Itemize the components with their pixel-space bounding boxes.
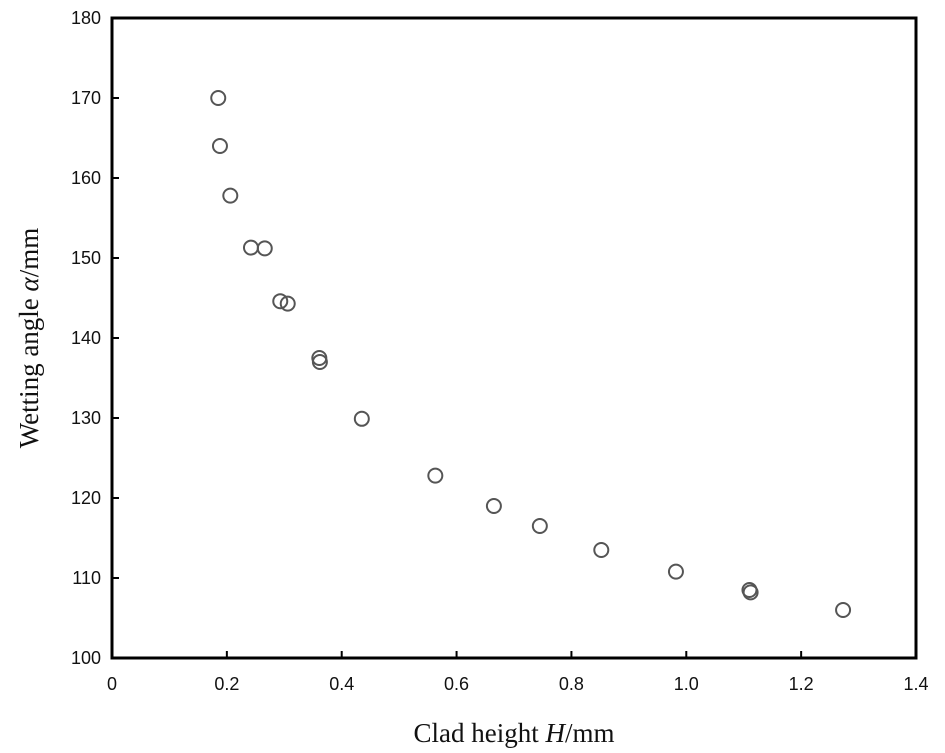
x-tick-label: 1.0 bbox=[674, 674, 699, 694]
x-axis-title: Clad height H/mm bbox=[414, 718, 615, 748]
x-tick-label: 0.2 bbox=[214, 674, 239, 694]
data-point bbox=[256, 240, 273, 257]
y-tick-label: 170 bbox=[71, 88, 101, 108]
data-point bbox=[211, 138, 228, 154]
data-point bbox=[531, 518, 548, 534]
y-tick-label: 120 bbox=[71, 488, 101, 508]
data-point bbox=[593, 542, 610, 558]
data-point bbox=[742, 584, 759, 601]
x-tick-label: 0.4 bbox=[329, 674, 354, 694]
data-point bbox=[210, 90, 227, 106]
y-tick-label: 110 bbox=[72, 568, 101, 588]
y-axis-title: Wetting angle α/mm bbox=[14, 228, 44, 448]
y-tick-label: 180 bbox=[71, 8, 101, 28]
x-tick-label: 1.2 bbox=[789, 674, 814, 694]
data-point bbox=[272, 293, 289, 310]
y-tick-label: 160 bbox=[71, 168, 101, 188]
data-point bbox=[835, 602, 852, 618]
x-tick-label: 0.6 bbox=[444, 674, 469, 694]
data-point bbox=[485, 498, 502, 514]
y-tick-label: 150 bbox=[71, 248, 101, 268]
x-tick-label: 0 bbox=[107, 674, 117, 694]
y-tick-label: 140 bbox=[71, 328, 101, 348]
data-point bbox=[427, 467, 444, 484]
data-point bbox=[311, 354, 328, 370]
data-points bbox=[210, 90, 852, 618]
data-point bbox=[222, 187, 239, 204]
y-axis-ticks: 100 110 120 130 140 150 160 170 180 bbox=[71, 8, 119, 668]
y-tick-label: 130 bbox=[71, 408, 101, 428]
x-axis-ticks: 0 0.2 0.4 0.6 0.8 1.0 1.2 1.4 bbox=[107, 651, 929, 694]
y-tick-label: 100 bbox=[71, 648, 101, 668]
x-tick-label: 0.8 bbox=[559, 674, 584, 694]
x-tick-label: 1.4 bbox=[903, 674, 928, 694]
data-point bbox=[667, 563, 684, 580]
data-point bbox=[279, 295, 296, 312]
data-point bbox=[353, 410, 370, 427]
plot-area bbox=[110, 16, 918, 660]
